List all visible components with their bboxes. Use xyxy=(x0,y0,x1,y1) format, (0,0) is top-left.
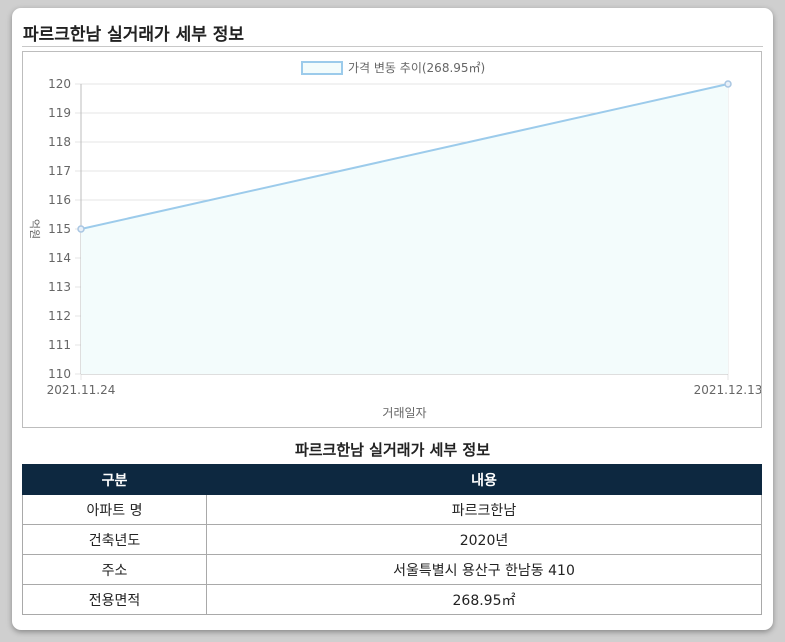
header-category: 구분 xyxy=(22,464,207,495)
x-tick-label: 2021.11.24 xyxy=(47,383,116,397)
y-tick-label: 114 xyxy=(48,251,71,265)
title-divider xyxy=(22,46,763,47)
x-axis-label: 거래일자 xyxy=(382,406,426,420)
row-value: 268.95㎡ xyxy=(206,584,762,615)
row-label: 아파트 명 xyxy=(22,494,207,525)
page-title: 파르크한남 실거래가 세부 정보 xyxy=(23,25,245,45)
row-value: 2020년 xyxy=(206,524,762,555)
row-label: 주소 xyxy=(22,554,207,585)
table-row: 건축년도 2020년 xyxy=(22,524,762,555)
y-tick-label: 110 xyxy=(48,367,71,381)
y-tick-label: 117 xyxy=(48,164,71,178)
y-tick-label: 111 xyxy=(48,338,71,352)
detail-table: 구분 내용 아파트 명 파르크한남 건축년도 2020년 주소 서울특별시 용산… xyxy=(22,464,762,615)
x-tick-label: 2021.12.13 xyxy=(694,383,761,397)
data-point[interactable] xyxy=(77,225,85,233)
legend-swatch xyxy=(301,61,343,75)
detail-card: 파르크한남 실거래가 세부 정보 110 111 112 113 114 115 116 11… xyxy=(12,8,773,630)
price-chart: 110 111 112 113 114 115 116 117 118 119 120 2021.1… xyxy=(22,51,762,428)
table-row: 주소 서울특별시 용산구 한남동 410 xyxy=(22,554,762,585)
legend-label: 가격 변동 추이(268.95㎡) xyxy=(348,61,485,75)
series-area xyxy=(81,84,728,374)
data-point[interactable] xyxy=(724,80,732,88)
row-value: 서울특별시 용산구 한남동 410 xyxy=(206,554,762,585)
series-line xyxy=(80,83,729,230)
y-tick-label: 116 xyxy=(48,193,71,207)
y-axis-label: 억원 xyxy=(28,219,41,239)
table-row: 아파트 명 파르크한남 xyxy=(22,494,762,525)
y-tick-label: 120 xyxy=(48,77,71,91)
chart-canvas: 110 111 112 113 114 115 116 117 118 119 120 2021.1… xyxy=(28,61,761,420)
table-header-row: 구분 내용 xyxy=(22,464,762,495)
y-tick-label: 113 xyxy=(48,280,71,294)
y-tick-label: 115 xyxy=(48,222,71,236)
table-title: 파르크한남 실거래가 세부 정보 xyxy=(294,441,491,459)
table-row: 전용면적 268.95㎡ xyxy=(22,584,762,615)
y-tick-label: 118 xyxy=(48,135,71,149)
chart-legend[interactable]: 가격 변동 추이(268.95㎡) xyxy=(301,61,485,75)
row-value: 파르크한남 xyxy=(206,494,762,525)
row-label: 건축년도 xyxy=(22,524,207,555)
header-content: 내용 xyxy=(206,464,762,495)
row-label: 전용면적 xyxy=(22,584,207,615)
y-tick-label: 119 xyxy=(48,106,71,120)
y-tick-label: 112 xyxy=(48,309,71,323)
